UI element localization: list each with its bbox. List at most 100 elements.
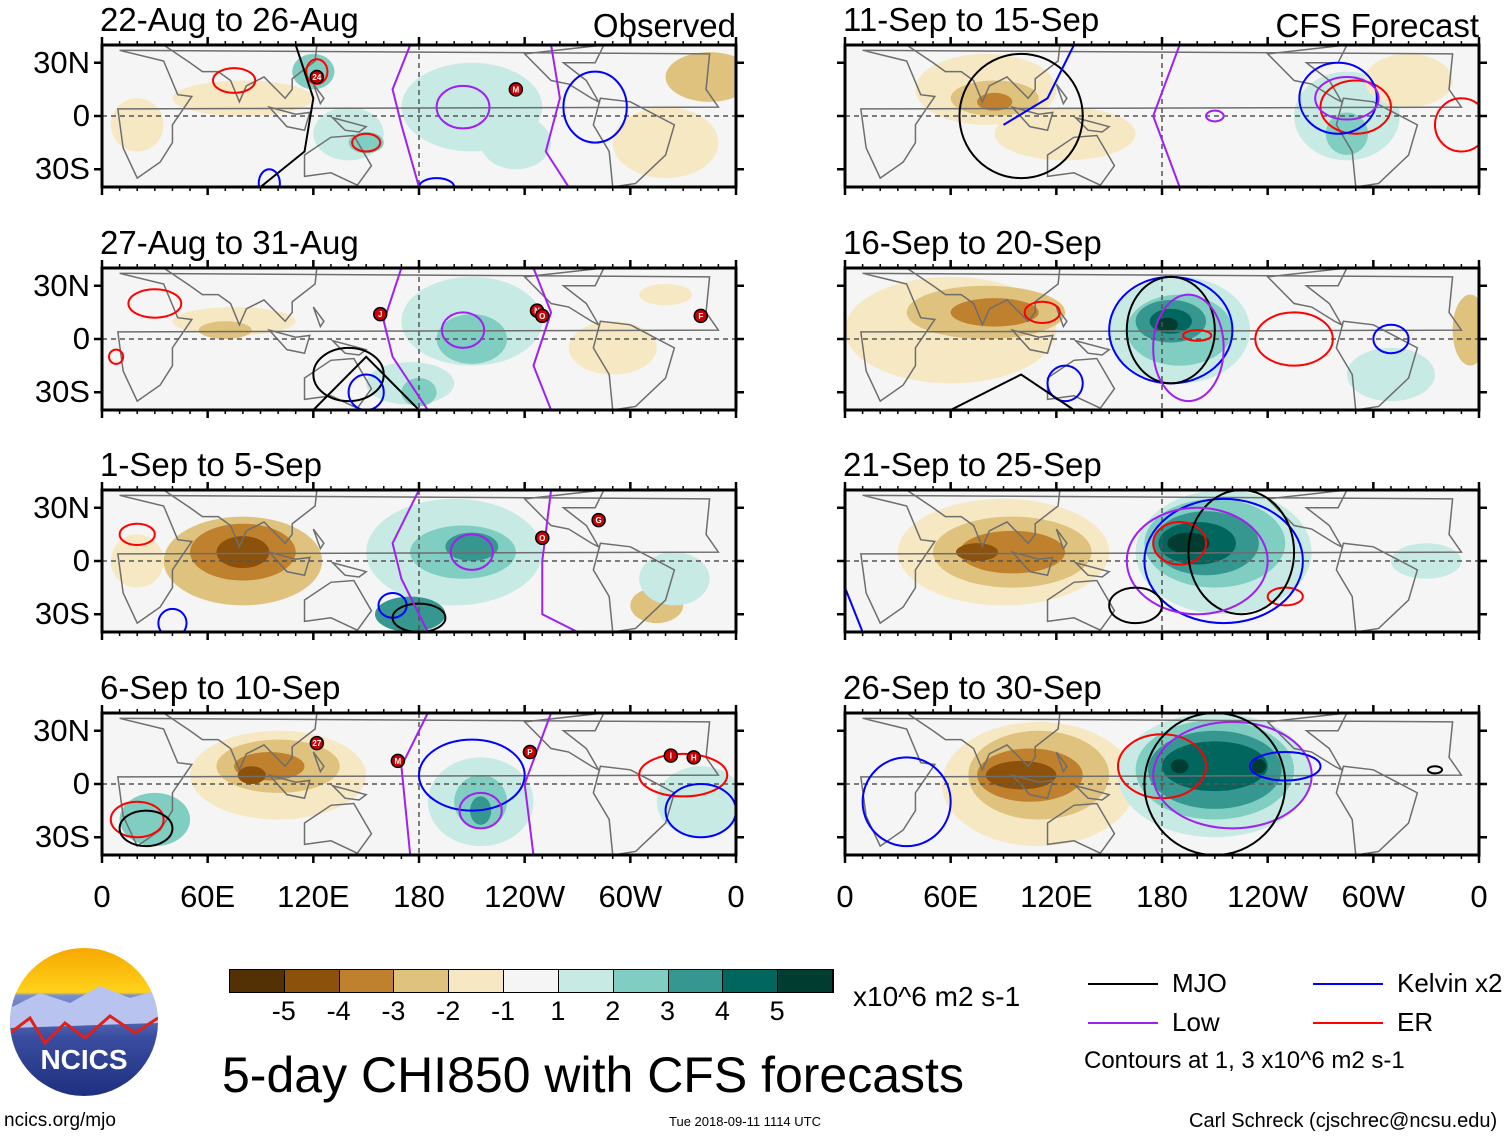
panel-title: 6-Sep to 10-Sep <box>100 669 341 706</box>
svg-text:27: 27 <box>312 739 321 748</box>
low-contour <box>458 791 503 830</box>
panel-title: 22-Aug to 26-Aug <box>100 1 359 38</box>
lon-tick-label: 60E <box>923 879 979 914</box>
coastline <box>330 784 368 801</box>
legend-line-er <box>1313 1022 1383 1024</box>
colorbar-label: -2 <box>436 996 461 1026</box>
map-panel <box>837 260 1487 418</box>
tropical-cyclone-marker: H <box>686 750 701 765</box>
lon-tick-label: 0 <box>727 879 745 914</box>
low-contour <box>391 490 429 632</box>
kelvin-contour <box>1372 323 1410 355</box>
coastline <box>303 802 373 855</box>
colorbar-label: 1 <box>550 996 566 1026</box>
mjo-contour <box>312 355 420 410</box>
legend-line-low <box>1088 1022 1158 1024</box>
low-contour <box>1314 75 1380 121</box>
coastline <box>905 45 1061 104</box>
panel-title: 1-Sep to 5-Sep <box>100 446 322 483</box>
er-contour <box>1023 300 1061 325</box>
chi-anomaly-shade <box>1251 759 1266 774</box>
colorbar-label: 4 <box>714 996 730 1026</box>
lat-tick-label: 30N <box>33 267 90 303</box>
mjo-contour <box>1108 586 1164 625</box>
colorbar-swatch <box>230 970 285 992</box>
colorbar-swatch <box>394 970 450 992</box>
chi-anomaly-shade <box>1346 347 1435 402</box>
coastline <box>303 579 373 632</box>
panel-title: 16-Sep to 20-Sep <box>843 224 1102 261</box>
tropical-cyclone-marker: I <box>663 748 679 763</box>
legend-label: ER <box>1397 1007 1434 1037</box>
tropical-cyclone-marker: 24 <box>309 69 325 85</box>
map-panel: 27 M P I H <box>94 705 744 863</box>
coastline <box>905 713 1061 772</box>
coastline <box>1010 550 1054 577</box>
low-contour <box>544 45 570 187</box>
coastline <box>1046 357 1116 410</box>
coastline <box>523 45 605 104</box>
chi-anomaly-shade <box>656 766 736 838</box>
map-panel: 24 M <box>94 37 744 195</box>
chi-anomaly-shade <box>950 298 1039 327</box>
mjo-contour <box>118 809 174 848</box>
coastline <box>1055 306 1068 329</box>
kelvin-contour <box>562 70 628 144</box>
low-contour <box>1125 506 1269 616</box>
coastline <box>592 765 676 855</box>
low-contour <box>391 45 420 187</box>
er-contour <box>1254 311 1334 367</box>
map-panel <box>837 482 1487 640</box>
tropical-cyclone-marker: 27 <box>309 735 325 751</box>
coastline <box>312 751 325 774</box>
er-contour <box>1182 329 1213 342</box>
coastline <box>523 713 605 772</box>
svg-text:G: G <box>596 516 602 525</box>
chi-anomaly-shade <box>612 107 719 179</box>
svg-text:M: M <box>395 757 402 766</box>
coastline <box>116 494 720 625</box>
coastline <box>1073 339 1111 356</box>
coastline <box>1055 83 1068 106</box>
lon-tick-label: 180 <box>393 879 445 914</box>
coastline <box>267 328 311 355</box>
coastline <box>1055 528 1068 551</box>
low-contour <box>449 533 494 571</box>
kelvin-contour <box>257 168 281 187</box>
legend-line-kelvin <box>1313 983 1383 985</box>
chi-anomaly-shade <box>119 792 191 847</box>
map-panel: OG <box>94 482 744 640</box>
chi-anomaly-shade <box>1156 317 1178 332</box>
lat-tick-label: 30S <box>34 596 90 632</box>
chi-anomaly-shade <box>1170 759 1189 774</box>
mjo-contour <box>259 45 315 187</box>
lat-tick-label: 30S <box>34 151 90 187</box>
er-contour <box>1152 520 1208 566</box>
footer-url[interactable]: ncics.org/mjo <box>4 1110 116 1131</box>
chi-anomaly-shade <box>639 552 710 606</box>
kelvin-contour <box>157 607 188 632</box>
svg-text:24: 24 <box>312 73 321 82</box>
kelvin-contour <box>1143 497 1304 625</box>
kelvin-contour <box>1046 364 1084 403</box>
low-contour <box>523 713 553 855</box>
lat-tick-label: 0 <box>72 543 90 578</box>
colorbar-swatch <box>778 970 833 992</box>
coastline <box>116 717 720 848</box>
panel-title: 21-Sep to 25-Sep <box>843 446 1102 483</box>
coastline <box>1335 542 1419 632</box>
coastline <box>330 116 368 133</box>
lat-tick-label: 30N <box>33 712 90 748</box>
coastline <box>859 717 1463 848</box>
svg-text:O: O <box>539 312 545 321</box>
lon-tick-label: 120E <box>277 879 350 914</box>
chi-anomaly-shade <box>110 534 164 588</box>
er-contour <box>108 348 125 365</box>
coastline <box>1055 751 1068 774</box>
colorbar-units: x10^6 m2 s-1 <box>853 981 1021 1012</box>
coastline <box>1010 105 1054 132</box>
coastline <box>905 268 1061 327</box>
coastline <box>312 306 325 329</box>
tropical-cyclone-marker: M <box>508 82 524 97</box>
mjo-contour <box>958 52 1084 180</box>
